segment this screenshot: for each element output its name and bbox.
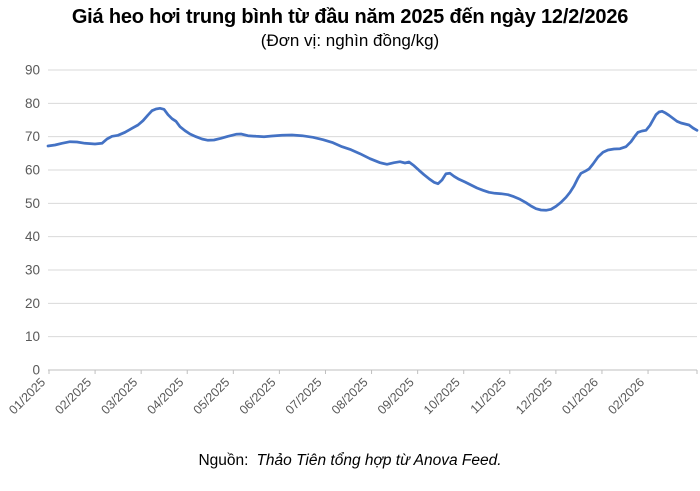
source-text: Thảo Tiên tổng hợp từ Anova Feed. — [256, 452, 502, 469]
price-line — [46, 106, 699, 212]
x-axis-label: 02/2025 — [52, 375, 94, 417]
price-line-chart: 0 10 20 30 40 50 60 70 80 90 01/2025 02/2025 03/2025… — [6, 63, 699, 417]
y-axis-label: 30 — [25, 263, 40, 278]
y-axis-label: 90 — [25, 63, 40, 78]
chart-subtitle: (Đơn vị: nghìn đồng/kg) — [260, 31, 440, 50]
chart-source: Nguồn: Thảo Tiên tổng hợp từ Anova Feed. — [0, 452, 700, 470]
y-axis-label: 0 — [32, 363, 40, 378]
x-axis-label: 08/2025 — [329, 375, 371, 417]
y-axis-label: 20 — [25, 296, 40, 311]
x-axis-label: 07/2025 — [283, 375, 325, 417]
x-axis-label: 09/2025 — [375, 375, 417, 417]
x-axis-label: 12/2025 — [513, 375, 555, 417]
x-axis-label: 11/2025 — [468, 375, 509, 416]
chart-title: Giá heo hơi trung bình từ đầu năm 2025 đ… — [71, 6, 629, 28]
x-axis-label: 01/2026 — [559, 375, 601, 417]
x-axis-label: 10/2025 — [421, 375, 463, 417]
y-axis-label: 10 — [25, 329, 40, 344]
y-axis-label: 70 — [25, 129, 40, 144]
y-axis-label: 40 — [25, 229, 40, 244]
x-axis-label: 04/2025 — [145, 375, 187, 417]
x-axis-label: 06/2025 — [237, 375, 279, 417]
source-label: Nguồn: — [198, 452, 249, 469]
x-axis-label: 02/2026 — [605, 375, 647, 417]
x-axis-label: 03/2025 — [98, 375, 140, 417]
y-axis-label: 60 — [25, 163, 40, 178]
x-axis-label: 05/2025 — [191, 375, 233, 417]
y-axis-label: 50 — [25, 196, 40, 211]
x-axis-label: 01/2025 — [6, 375, 48, 417]
y-axis-label: 80 — [25, 96, 40, 111]
